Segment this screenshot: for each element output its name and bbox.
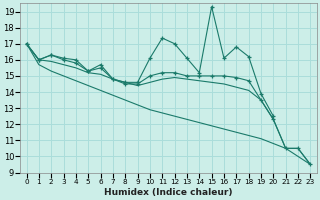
X-axis label: Humidex (Indice chaleur): Humidex (Indice chaleur) xyxy=(104,188,233,197)
